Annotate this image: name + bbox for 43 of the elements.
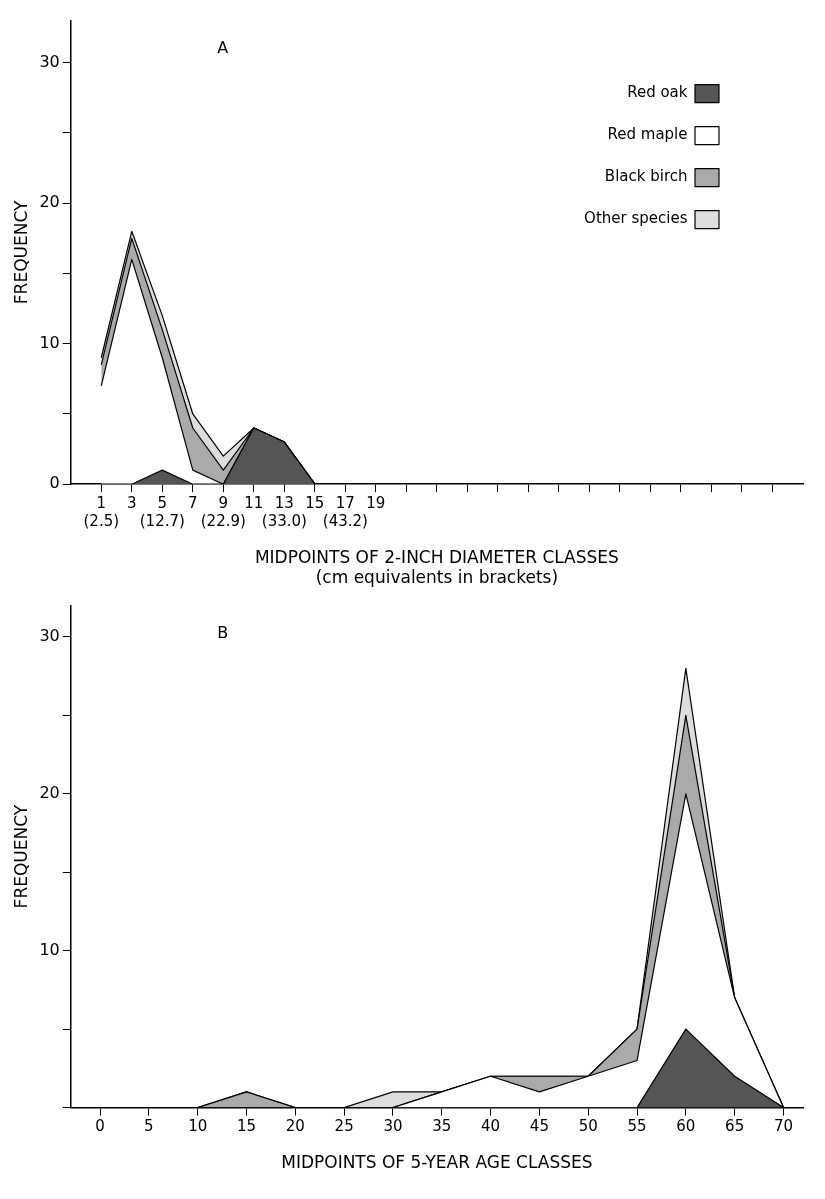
legend-label: Red oak	[627, 83, 688, 102]
text: (cm equivalents in brackets)	[315, 567, 559, 588]
x-tick-label: 0	[95, 1117, 105, 1136]
x-tick-label: 5 (12.7)	[139, 494, 185, 531]
x-tick-label: 13 (33.0)	[261, 494, 307, 531]
x-tick-label: 5	[144, 1117, 154, 1136]
x-tick-label: 55	[627, 1117, 647, 1136]
x-tick-label: 3	[127, 494, 137, 513]
x-tick-label: 25	[334, 1117, 354, 1136]
y-tick-label: 10	[39, 332, 60, 352]
x-tick-label: 35	[432, 1117, 452, 1136]
x-axis-title: MIDPOINTS OF 5-YEAR AGE CLASSES	[281, 1152, 593, 1173]
x-tick-label: 7	[188, 494, 198, 513]
x-tick-label: 10	[188, 1117, 208, 1136]
x-tick-label: 17 (43.2)	[322, 494, 368, 531]
x-tick-label: 1 (2.5)	[83, 494, 120, 531]
x-axis-title: MIDPOINTS OF 2-INCH DIAMETER CLASSES	[254, 546, 619, 567]
x-tick-label: 19	[366, 494, 386, 513]
x-tick-label: 70	[773, 1117, 794, 1136]
x-tick-label: 40	[481, 1117, 501, 1136]
x-tick-label: 11	[244, 494, 264, 513]
y-tick-label: 0	[49, 473, 60, 493]
text: B	[217, 622, 229, 642]
y-tick-label: 30	[39, 626, 60, 646]
x-tick-label: 45	[529, 1117, 549, 1136]
y-tick-label: 20	[39, 783, 60, 803]
x-tick-label: 9 (22.9)	[200, 494, 246, 531]
x-tick-label: 15	[305, 494, 325, 513]
y-tick-label: 10	[39, 939, 60, 959]
x-tick-label: 65	[725, 1117, 745, 1136]
x-tick-label: 15	[236, 1117, 257, 1136]
text: A	[217, 37, 229, 57]
legend-label: Other species	[584, 209, 688, 228]
legend-label: Red maple	[607, 125, 688, 144]
x-tick-label: 50	[578, 1117, 598, 1136]
y-axis-title: FREQUENCY	[10, 804, 31, 909]
x-tick-label: 20	[285, 1117, 305, 1136]
x-tick-label: 30	[383, 1117, 403, 1136]
y-tick-label: 30	[39, 51, 60, 71]
legend-label: Black birch	[604, 167, 688, 186]
y-tick-label: 20	[39, 192, 60, 212]
y-axis-title: FREQUENCY	[10, 200, 31, 305]
x-tick-label: 60	[676, 1117, 696, 1136]
